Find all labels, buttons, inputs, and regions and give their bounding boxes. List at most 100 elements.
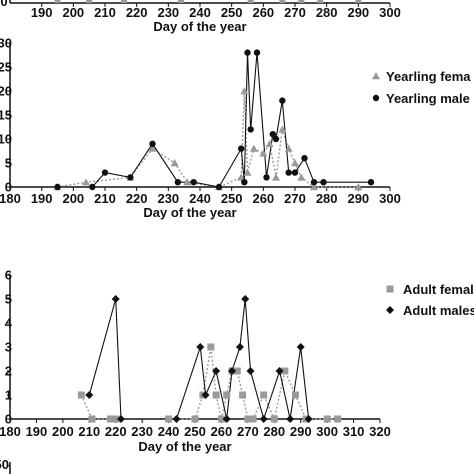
yearling-chart-series-0-point [297,173,306,181]
yearling-chart-x-tick-label: 210 [94,191,116,206]
yearling-chart-x-tick-label: 300 [379,191,401,206]
yearling-chart-y-tick-label: 15 [0,108,12,123]
top-x-tick-label: 280 [316,5,338,20]
yearling-chart-x-tick-label: 180 [0,191,21,206]
yearling-chart-series-0-point [240,87,249,95]
yearling-chart-series-0-point [237,173,246,181]
top-x-tick-label: 300 [379,5,401,20]
yearling-chart-series-1-point [310,179,318,186]
adult-chart-series-1-point [228,367,236,375]
adult-chart-series-1-point [296,343,305,351]
adult-chart-x-tick-label: 220 [105,424,127,439]
top-x-tick-label: 200 [62,5,84,20]
yearling-chart-series-1-point [291,169,299,176]
adult-chart-legend-marker-1 [386,306,394,314]
yearling-chart-series-1-point [367,179,375,186]
adult-chart-series-1-point [172,415,181,423]
top-x-tick-label: 260 [252,5,274,20]
adult-chart-series-0-point [249,415,257,423]
adult-chart-y-tick-label: 6 [5,268,12,283]
yearling-chart-x-tick-label: 290 [347,191,369,206]
adult-chart-x-tick-label: 300 [316,424,338,439]
yearling-chart-series-0-point [265,139,274,147]
adult-chart-x-tick-label: 290 [290,424,312,439]
adult-chart-series-0-point [223,391,231,399]
adult-chart-series-0-point [207,343,215,351]
yearling-chart-legend-marker-1 [372,94,380,102]
adult-chart-series-0-point [244,415,252,423]
yearling-chart-series-0-point [259,149,268,157]
top-data-point [121,0,127,3]
yearling-chart-series-0-point [148,144,157,152]
adult-chart-series-1-point [85,391,94,399]
top-data-point [317,0,324,3]
yearling-chart-x-tick-label: 240 [189,191,211,206]
top-data-point [298,0,305,3]
yearling-chart-series-0-point [354,183,363,191]
top-x-tick-label: 220 [126,5,148,20]
adult-chart-series-0-point [334,415,342,423]
top-x-tick-label: 290 [347,5,369,20]
adult-chart-x-tick-label: 190 [26,424,48,439]
yearling-chart-series-0-point [310,183,318,191]
yearling-chart-series-1-point [279,97,286,104]
top-x-tick-label: 190 [31,5,53,20]
adult-chart-legend-label-0: Adult female [403,282,474,297]
adult-chart-series-1-point [246,367,255,375]
adult-chart-series-0-point [281,367,289,375]
yearling-chart-series-0-point [291,159,299,167]
yearling-chart-series-1-point [241,179,248,186]
adult-chart-x-tick-label: 250 [184,424,206,439]
adult-chart-x-tick-label: 260 [211,424,233,439]
adult-chart-series-0-point [106,415,114,423]
adult-chart-series-1-point [286,415,295,423]
adult-chart-series-0-point [291,391,299,399]
adult-chart-series-0-point [165,415,173,423]
adult-chart: 0 1 2 3 4 5 6 180 190 200 210 220 230 240 250 260 270 280… [0,268,474,455]
top-data-point [355,0,362,3]
top-x-tick-label: 210 [94,5,116,20]
yearling-chart-x-tick-label: 190 [31,191,53,206]
yearling-chart-series-1-point [244,49,251,56]
top-x-tick-label: 240 [189,5,211,20]
adult-chart-series-0-point [233,367,241,375]
adult-chart-series-1-point [222,415,231,423]
yearling-chart-x-tick-label: 280 [316,191,338,206]
adult-chart-x-tick-label: 310 [343,424,365,439]
yearling-chart-series-1-point [215,183,223,191]
yearling-chart-y-tick-label: 20 [0,84,12,99]
adult-chart-series-0-point [112,415,120,423]
yearling-chart-legend-marker-0 [372,72,380,80]
adult-chart-series-0-point [77,391,85,399]
top-data-point [279,0,286,3]
adult-chart-x-tick-label: 210 [78,424,100,439]
yearling-chart-y-tick-label: 30 [0,36,12,51]
yearling-chart-series-1-point [190,179,197,186]
yearling-chart-series-0-point [272,173,280,181]
adult-chart-series-1-point [259,415,268,423]
yearling-chart-x-tick-label: 250 [221,191,243,206]
yearling-chart-y-tick-label: 0 [5,180,12,195]
adult-chart-legend-marker-0 [386,285,394,293]
yearling-chart-series-1-point [272,135,280,143]
top-data-point [178,0,184,3]
adult-chart-x-tick-label: 280 [263,424,285,439]
yearling-chart-y-tick-label: 25 [0,60,12,75]
yearling-chart-series-1-point [127,174,134,181]
yearling-chart-series-0-point [82,178,90,186]
bottom-y-tick-label: 50 [0,457,9,472]
adult-chart-series-1-point [235,343,244,351]
adult-chart-series-0-point [88,415,96,423]
adult-chart-series-1-point [111,295,120,303]
adult-chart-series-1-point [196,343,205,351]
top-data-point [54,0,61,3]
top-partial-chart: 0 190 200 210 220 230 240 250 260 270 280 290 300 Day… [0,0,401,34]
yearling-chart-series-1-point [301,155,308,162]
top-x-axis-label: Day of the year [153,19,246,34]
yearling-chart-x-tick-label: 220 [126,191,148,206]
top-data-point [86,0,93,3]
adult-chart-y-tick-label: 4 [5,316,13,331]
yearling-chart-series-0-point [170,159,179,167]
adult-chart-series-1-point [241,295,250,303]
